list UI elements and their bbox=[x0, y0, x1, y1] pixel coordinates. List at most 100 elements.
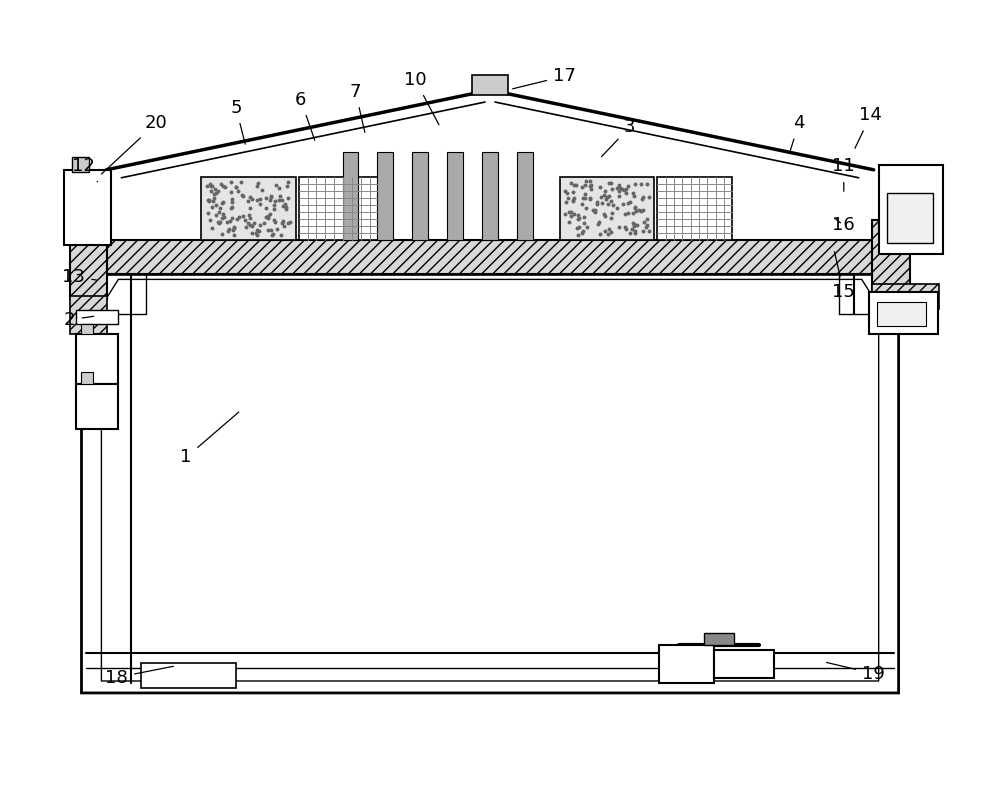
Point bbox=[279, 180, 295, 193]
Point bbox=[620, 179, 636, 192]
Point bbox=[223, 185, 239, 198]
Point bbox=[592, 227, 608, 240]
Text: 16: 16 bbox=[832, 216, 855, 234]
Point bbox=[200, 193, 216, 206]
Point bbox=[274, 217, 290, 230]
Point bbox=[202, 214, 218, 226]
Bar bbox=[377, 151, 393, 240]
Point bbox=[242, 191, 258, 204]
Polygon shape bbox=[101, 279, 879, 681]
Point bbox=[557, 208, 573, 220]
Point bbox=[256, 216, 272, 229]
Point bbox=[583, 183, 599, 196]
Point bbox=[235, 189, 251, 202]
Point bbox=[598, 193, 614, 206]
Point bbox=[578, 202, 594, 215]
Point bbox=[280, 175, 296, 188]
Text: 15: 15 bbox=[832, 252, 855, 301]
Point bbox=[208, 209, 224, 222]
Bar bbox=[714, 650, 774, 678]
Point bbox=[213, 178, 229, 190]
Point bbox=[262, 208, 278, 220]
Point bbox=[206, 192, 222, 204]
Point bbox=[639, 219, 655, 231]
Point bbox=[246, 217, 262, 230]
Point bbox=[592, 181, 608, 193]
Bar bbox=[70, 219, 107, 299]
Point bbox=[223, 202, 239, 215]
Point bbox=[273, 229, 289, 241]
Text: 20: 20 bbox=[101, 114, 168, 174]
Point bbox=[278, 201, 294, 214]
Point bbox=[228, 181, 244, 194]
Point bbox=[242, 219, 258, 232]
Text: 14: 14 bbox=[855, 107, 882, 148]
Point bbox=[582, 193, 598, 205]
Bar bbox=[877, 302, 926, 326]
Point bbox=[258, 201, 274, 214]
Point bbox=[633, 178, 649, 190]
Point bbox=[214, 197, 230, 210]
Point bbox=[600, 228, 616, 241]
Text: 12: 12 bbox=[72, 158, 98, 181]
Point bbox=[200, 207, 216, 219]
Point bbox=[202, 178, 218, 190]
Bar bbox=[472, 75, 508, 95]
Point bbox=[596, 189, 612, 202]
Point bbox=[601, 176, 617, 189]
Point bbox=[201, 193, 217, 206]
Point bbox=[627, 227, 643, 240]
Point bbox=[272, 189, 288, 202]
Point bbox=[199, 180, 215, 193]
Point bbox=[262, 193, 278, 206]
Point bbox=[280, 217, 296, 230]
Point bbox=[237, 214, 253, 226]
Point bbox=[583, 178, 599, 191]
Point bbox=[627, 178, 643, 190]
Point bbox=[574, 227, 590, 240]
Point bbox=[224, 193, 240, 205]
Point bbox=[276, 219, 292, 232]
Point bbox=[268, 178, 284, 191]
Point bbox=[252, 198, 268, 211]
Point bbox=[226, 229, 242, 241]
Bar bbox=[659, 645, 714, 683]
Point bbox=[617, 208, 633, 220]
Point bbox=[220, 224, 236, 237]
Point bbox=[635, 190, 651, 203]
Point bbox=[267, 216, 283, 229]
Point bbox=[275, 200, 291, 212]
Text: 18: 18 bbox=[105, 666, 173, 686]
Point bbox=[565, 185, 581, 198]
Point bbox=[266, 199, 282, 211]
Point bbox=[593, 191, 609, 204]
Point bbox=[600, 198, 616, 211]
Point bbox=[566, 178, 582, 191]
Bar bbox=[412, 151, 428, 240]
Point bbox=[603, 211, 619, 224]
Bar bbox=[141, 663, 236, 688]
Point bbox=[597, 185, 613, 197]
Point bbox=[211, 217, 227, 230]
Point bbox=[242, 211, 258, 224]
Point bbox=[260, 210, 276, 222]
Point bbox=[609, 202, 625, 215]
Text: 4: 4 bbox=[790, 114, 805, 152]
Point bbox=[208, 186, 224, 199]
Text: 11: 11 bbox=[832, 158, 855, 191]
Point bbox=[248, 226, 264, 239]
Point bbox=[627, 201, 643, 214]
Point bbox=[278, 203, 294, 215]
Point bbox=[571, 211, 587, 224]
Point bbox=[570, 208, 586, 221]
Point bbox=[231, 211, 247, 223]
Point bbox=[560, 192, 576, 204]
Point bbox=[210, 215, 226, 228]
Point bbox=[604, 207, 620, 219]
Point bbox=[578, 175, 594, 188]
Point bbox=[585, 204, 601, 216]
Point bbox=[641, 191, 657, 204]
Point bbox=[589, 196, 605, 208]
Text: 3: 3 bbox=[602, 118, 635, 157]
Point bbox=[235, 209, 251, 222]
